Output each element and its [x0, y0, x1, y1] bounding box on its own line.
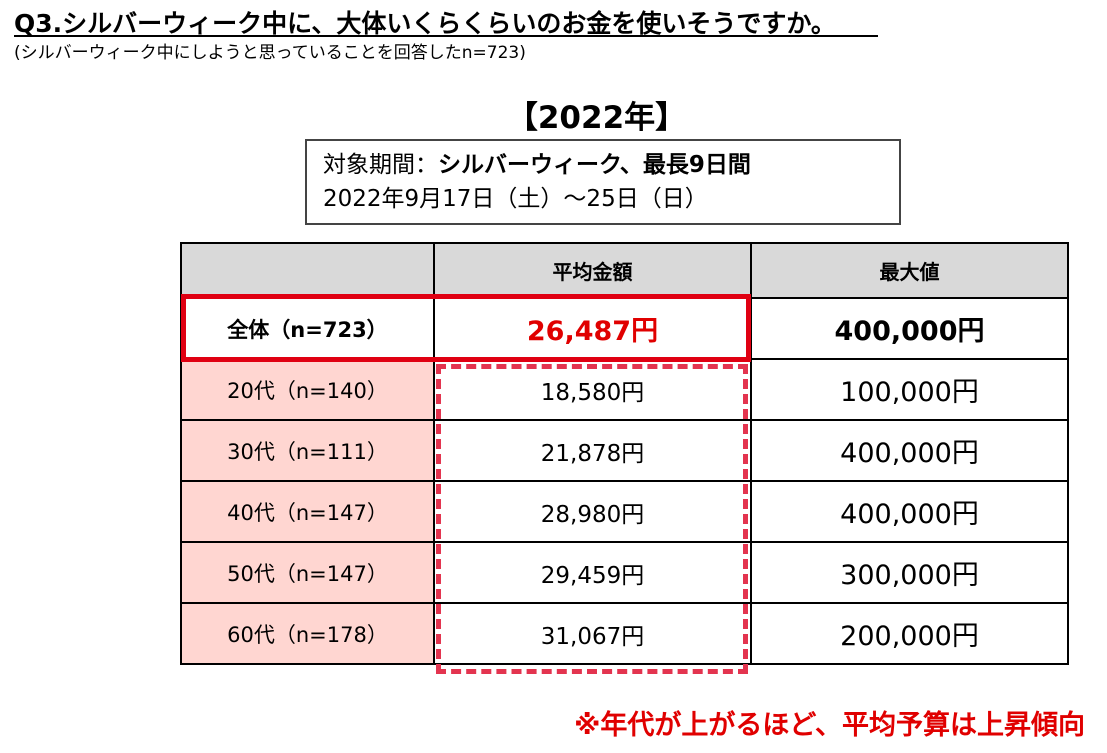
avg-value: 26,487円 — [433, 297, 752, 360]
period-box: 対象期間：シルバーウィーク、最長9日間 2022年9月17日（土）～25日（日） — [305, 139, 901, 225]
period-dates: 2022年9月17日（土）～25日（日） — [323, 186, 708, 212]
row-label: 40代（n=147） — [180, 480, 435, 543]
year-heading: 【2022年】 — [506, 100, 687, 136]
average-column-highlight — [436, 364, 748, 674]
row-label: 20代（n=140） — [180, 358, 435, 421]
row-label: 30代（n=111） — [180, 419, 435, 482]
max-value: 400,000円 — [750, 419, 1069, 482]
row-label: 50代（n=147） — [180, 541, 435, 604]
max-value: 400,000円 — [750, 480, 1069, 543]
page-title: Q3.シルバーウィーク中に、大体いくらくらいのお金を使いそうですか。 — [14, 9, 836, 38]
table-header-row: 平均金額 最大値 — [180, 242, 1069, 299]
period-value: シルバーウィーク、最長9日間 — [438, 152, 751, 178]
table-row: 40代（n=147） 28,980円 400,000円 — [180, 480, 1069, 543]
max-value: 300,000円 — [750, 541, 1069, 604]
table-row: 30代（n=111） 21,878円 400,000円 — [180, 419, 1069, 482]
avg-value: 31,067円 — [433, 602, 752, 665]
table-row: 50代（n=147） 29,459円 300,000円 — [180, 541, 1069, 604]
max-value: 100,000円 — [750, 358, 1069, 421]
avg-value: 28,980円 — [433, 480, 752, 543]
period-label: 対象期間： — [323, 152, 438, 178]
header-average: 平均金額 — [433, 242, 752, 299]
row-label: 60代（n=178） — [180, 602, 435, 665]
max-value: 200,000円 — [750, 602, 1069, 665]
page-subtitle: (シルバーウィーク中にしようと思っていることを回答したn=723) — [14, 43, 526, 63]
total-row-highlight — [181, 294, 751, 362]
period-line-1: 対象期間：シルバーウィーク、最長9日間 — [323, 148, 899, 182]
trend-note: ※年代が上がるほど、平均予算は上昇傾向 — [574, 710, 1085, 741]
table-row-total: 全体（n=723） 26,487円 400,000円 — [180, 297, 1069, 360]
spending-table: 平均金額 最大値 全体（n=723） 26,487円 400,000円 20代（… — [180, 242, 1069, 665]
table-row: 60代（n=178） 31,067円 200,000円 — [180, 602, 1069, 665]
header-empty — [180, 242, 435, 299]
header-max: 最大値 — [750, 242, 1069, 299]
avg-value: 29,459円 — [433, 541, 752, 604]
max-value: 400,000円 — [750, 297, 1069, 360]
avg-value: 21,878円 — [433, 419, 752, 482]
row-label: 全体（n=723） — [180, 297, 435, 360]
title-underline — [14, 35, 878, 37]
table-row: 20代（n=140） 18,580円 100,000円 — [180, 358, 1069, 421]
